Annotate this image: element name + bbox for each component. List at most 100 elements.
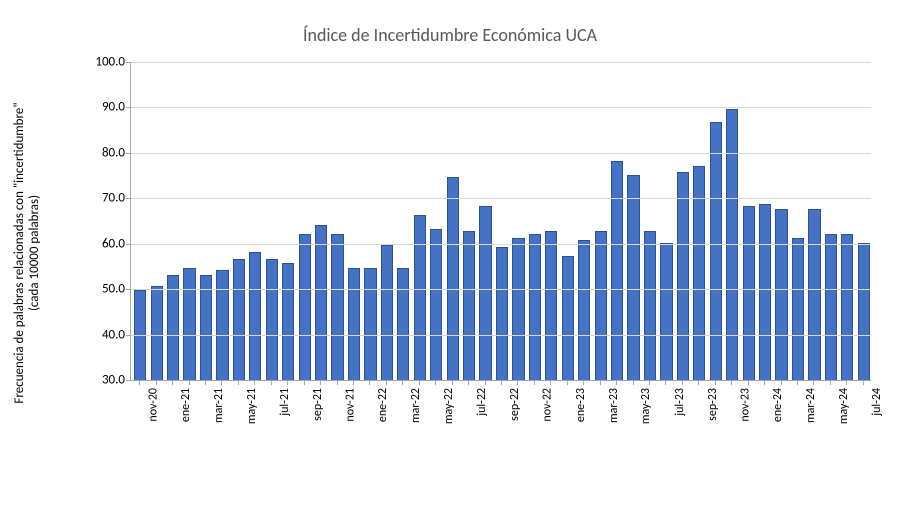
- bar: [496, 247, 508, 380]
- x-tick-mark: [419, 380, 420, 385]
- x-tick-mark: [748, 380, 749, 385]
- gridline: [131, 335, 871, 336]
- x-tick-label-anchor: sep-23: [698, 388, 699, 389]
- bar: [216, 270, 228, 380]
- x-tick-label-anchor: jul-21: [271, 388, 272, 389]
- bar: [841, 234, 853, 380]
- x-tick-mark: [156, 380, 157, 385]
- bar: [200, 275, 212, 380]
- bar: [660, 243, 672, 380]
- x-tick-mark: [304, 380, 305, 385]
- bar: [529, 234, 541, 380]
- x-tick-label: ene-21: [179, 388, 193, 422]
- x-tick-label-anchor: sep-21: [304, 388, 305, 389]
- x-tick-label: may-24: [837, 388, 851, 424]
- bar: [331, 234, 343, 380]
- x-tick-mark: [781, 380, 782, 385]
- x-tick-mark: [649, 380, 650, 385]
- x-tick-label: nov-23: [738, 388, 752, 422]
- x-tick-mark: [435, 380, 436, 385]
- gridline: [131, 198, 871, 199]
- x-tick-mark: [271, 380, 272, 385]
- y-tick-label: 70.0: [102, 191, 125, 206]
- bar: [414, 215, 426, 380]
- x-tick-label: may-22: [442, 388, 456, 424]
- x-tick-mark: [830, 380, 831, 385]
- bar: [611, 161, 623, 380]
- x-tick-label: nov-21: [344, 388, 358, 422]
- x-tick-mark: [846, 380, 847, 385]
- y-tick-label: 100.0: [95, 55, 125, 70]
- x-tick-mark: [517, 380, 518, 385]
- y-tick-mark: [126, 62, 131, 63]
- x-tick-label: ene-23: [574, 388, 588, 422]
- y-axis-label: Frecuencia de palabras relacionadas con …: [13, 73, 43, 433]
- x-tick-label: may-23: [640, 388, 654, 424]
- gridline: [131, 107, 871, 108]
- x-tick-mark: [715, 380, 716, 385]
- bar: [167, 275, 179, 380]
- bar: [364, 268, 376, 380]
- x-tick-mark: [583, 380, 584, 385]
- bar: [545, 231, 557, 380]
- x-tick-label: mar-23: [607, 388, 621, 423]
- x-tick-label-anchor: ene-21: [172, 388, 173, 389]
- bar: [792, 238, 804, 380]
- x-tick-label: sep-22: [508, 388, 522, 421]
- x-tick-mark: [682, 380, 683, 385]
- x-tick-mark: [189, 380, 190, 385]
- bar: [512, 238, 524, 380]
- bar: [348, 268, 360, 380]
- x-tick-mark: [402, 380, 403, 385]
- x-tick-label-anchor: mar-22: [402, 388, 403, 389]
- chart-container: Índice de Incertidumbre Económica UCA Fr…: [0, 0, 900, 505]
- x-tick-label-anchor: nov-21: [337, 388, 338, 389]
- x-tick-mark: [337, 380, 338, 385]
- bar: [430, 229, 442, 380]
- bar: [627, 175, 639, 380]
- bar: [447, 177, 459, 380]
- x-tick-mark: [616, 380, 617, 385]
- bar: [249, 252, 261, 380]
- x-tick-mark: [320, 380, 321, 385]
- y-tick-label: 90.0: [102, 100, 125, 115]
- x-tick-label: nov-20: [146, 388, 160, 422]
- x-tick-label: jul-24: [870, 388, 884, 416]
- bar: [743, 206, 755, 380]
- y-tick-label: 30.0: [102, 373, 125, 388]
- x-tick-label-anchor: sep-22: [501, 388, 502, 389]
- x-tick-mark: [485, 380, 486, 385]
- y-tick-mark: [126, 244, 131, 245]
- x-tick-mark: [698, 380, 699, 385]
- bar: [397, 268, 409, 380]
- x-tick-label-anchor: nov-23: [731, 388, 732, 389]
- y-tick-label: 50.0: [102, 282, 125, 297]
- x-tick-mark: [633, 380, 634, 385]
- bar: [183, 268, 195, 380]
- y-tick-mark: [126, 335, 131, 336]
- x-tick-label: nov-22: [541, 388, 555, 422]
- bar: [858, 243, 870, 380]
- x-tick-mark: [550, 380, 551, 385]
- x-tick-mark: [205, 380, 206, 385]
- x-tick-label: mar-24: [804, 388, 818, 423]
- x-tick-label: may-21: [245, 388, 259, 424]
- gridline: [131, 153, 871, 154]
- y-tick-label: 80.0: [102, 145, 125, 160]
- x-tick-label-anchor: mar-24: [797, 388, 798, 389]
- bar: [562, 256, 574, 380]
- y-tick-mark: [126, 198, 131, 199]
- x-tick-label-anchor: jul-22: [468, 388, 469, 389]
- bar: [151, 286, 163, 380]
- x-tick-mark: [764, 380, 765, 385]
- x-tick-mark: [238, 380, 239, 385]
- bar: [710, 122, 722, 380]
- x-tick-mark: [731, 380, 732, 385]
- x-tick-label-anchor: jul-24: [863, 388, 864, 389]
- plot-area: 30.040.050.060.070.080.090.0100.0nov-20e…: [130, 62, 871, 381]
- bar: [299, 234, 311, 380]
- x-tick-label-anchor: nov-22: [534, 388, 535, 389]
- x-tick-label-anchor: may-23: [633, 388, 634, 389]
- x-tick-label: ene-22: [376, 388, 390, 422]
- x-tick-mark: [468, 380, 469, 385]
